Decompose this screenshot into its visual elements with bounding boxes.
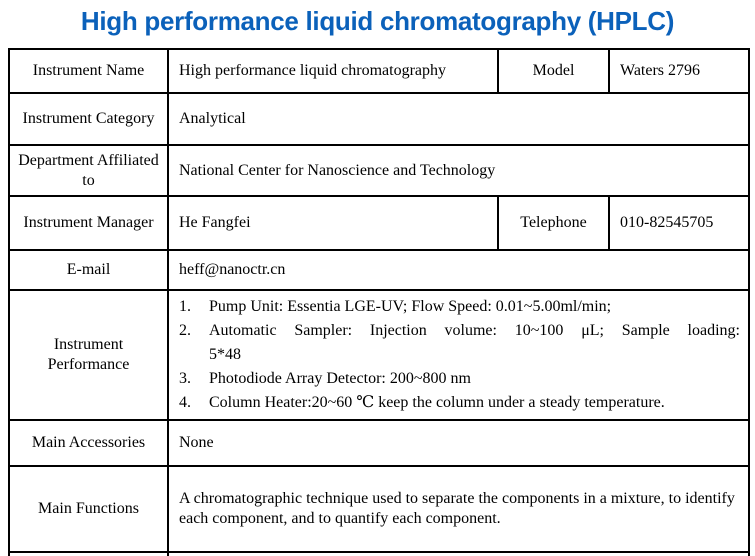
sample-state-demanded-label: Sample State Demanded — [8, 551, 169, 556]
instrument-info-table: Instrument Name High performance liquid … — [8, 48, 750, 556]
performance-item-2-text-line2: 5*48 — [209, 346, 241, 363]
instrument-performance-value: 1. Pump Unit: Essentia LGE-UV; Flow Spee… — [167, 289, 750, 421]
performance-item-2: 2. Automatic Sampler: Injection volume: … — [179, 319, 740, 367]
row-department-affiliated-to: Department Affiliated to National Center… — [8, 144, 750, 197]
instrument-category-value: Analytical — [167, 92, 750, 146]
performance-item-3-text: Photodiode Array Detector: 200~800 nm — [209, 370, 471, 387]
performance-item-1-text: Pump Unit: Essentia LGE-UV; Flow Speed: … — [209, 298, 612, 315]
main-accessories-value: None — [167, 419, 750, 467]
performance-item-4-number: 4. — [179, 394, 191, 411]
performance-item-4: 4. Column Heater:20~60 ℃ keep the column… — [179, 391, 740, 415]
telephone-value: 010-82545705 — [608, 195, 750, 251]
instrument-manager-label: Instrument Manager — [8, 195, 169, 251]
performance-item-2-text-line1: Automatic Sampler: Injection volume: 10~… — [209, 322, 740, 339]
department-affiliated-to-label: Department Affiliated to — [8, 144, 169, 197]
main-functions-value: A chromatographic technique used to sepa… — [167, 465, 750, 553]
page-title: High performance liquid chromatography (… — [80, 6, 675, 36]
row-main-functions: Main Functions A chromatographic techniq… — [8, 465, 750, 553]
main-functions-label: Main Functions — [8, 465, 169, 553]
row-instrument-manager: Instrument Manager He Fangfei Telephone … — [8, 195, 750, 251]
row-instrument-name: Instrument Name High performance liquid … — [8, 48, 750, 94]
main-accessories-label: Main Accessories — [8, 419, 169, 467]
row-instrument-category: Instrument Category Analytical — [8, 92, 750, 146]
instrument-category-label: Instrument Category — [8, 92, 169, 146]
row-email: E-mail heff@nanoctr.cn — [8, 249, 750, 291]
performance-item-4-text: Column Heater:20~60 ℃ keep the column un… — [209, 394, 665, 411]
row-instrument-performance: Instrument Performance 1. Pump Unit: Ess… — [8, 289, 750, 421]
instrument-manager-value: He Fangfei — [167, 195, 499, 251]
performance-item-2-number: 2. — [179, 322, 191, 339]
row-sample-state-demanded: Sample State Demanded Solution state and… — [8, 551, 750, 556]
telephone-label: Telephone — [497, 195, 610, 251]
row-main-accessories: Main Accessories None — [8, 419, 750, 467]
department-affiliated-to-value: National Center for Nanoscience and Tech… — [167, 144, 750, 197]
performance-item-3: 3. Photodiode Array Detector: 200~800 nm — [179, 367, 740, 391]
performance-item-2-text: Automatic Sampler: Injection volume: 10~… — [209, 319, 740, 367]
performance-item-1: 1. Pump Unit: Essentia LGE-UV; Flow Spee… — [179, 295, 740, 319]
instrument-performance-label: Instrument Performance — [8, 289, 169, 421]
model-label: Model — [497, 48, 610, 94]
performance-item-3-number: 3. — [179, 370, 191, 387]
model-value: Waters 2796 — [608, 48, 750, 94]
instrument-name-label: Instrument Name — [8, 48, 169, 94]
sample-state-demanded-value: Solution state and the solvent must be t… — [167, 551, 750, 556]
email-value: heff@nanoctr.cn — [167, 249, 750, 291]
performance-item-1-number: 1. — [179, 298, 191, 315]
email-label: E-mail — [8, 249, 169, 291]
instrument-name-value: High performance liquid chromatography — [167, 48, 499, 94]
